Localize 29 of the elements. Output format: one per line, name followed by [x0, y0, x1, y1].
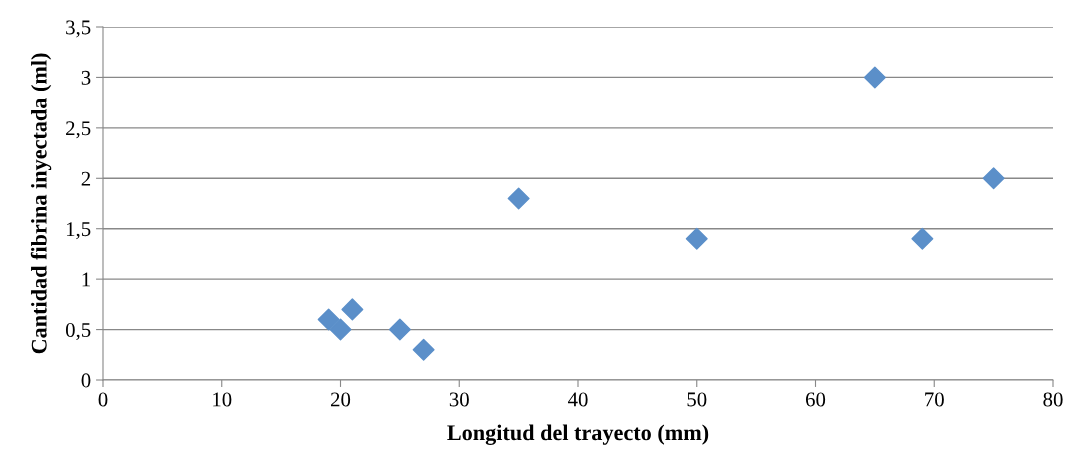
x-tick-label: 40	[567, 392, 588, 407]
point	[388, 318, 411, 341]
y-tick-label: 1	[82, 272, 90, 287]
x-tick-label: 0	[98, 392, 108, 407]
point	[911, 227, 934, 250]
x-tick-label: 50	[687, 392, 707, 407]
y-tick-label: 3	[81, 70, 91, 85]
y-tick-label: 1,5	[66, 222, 91, 240]
y-tick-label: 0	[81, 373, 91, 388]
y-tick-label: 2,5	[66, 121, 91, 139]
point	[341, 298, 364, 321]
point	[863, 66, 886, 89]
y-tick-label: 2	[81, 171, 91, 186]
x-tick-label: 70	[925, 392, 944, 407]
x-tick-label: 20	[331, 392, 351, 407]
point	[329, 318, 352, 341]
y-axis-title: Cantidad fibrina inyectada (ml)	[30, 53, 52, 354]
point	[685, 227, 708, 250]
x-tick-label: 10	[213, 392, 232, 407]
x-tick-label: 30	[449, 392, 469, 407]
point	[317, 308, 340, 331]
point	[507, 187, 530, 210]
point	[982, 167, 1005, 190]
x-tick-label: 80	[1043, 392, 1063, 407]
y-tick-label: 3,5	[66, 20, 91, 38]
y-tick-label: 0,5	[65, 322, 91, 340]
point	[412, 338, 435, 361]
x-axis-title: Longitud del trayecto (mm)	[447, 424, 709, 445]
x-tick-label: 60	[805, 392, 826, 407]
